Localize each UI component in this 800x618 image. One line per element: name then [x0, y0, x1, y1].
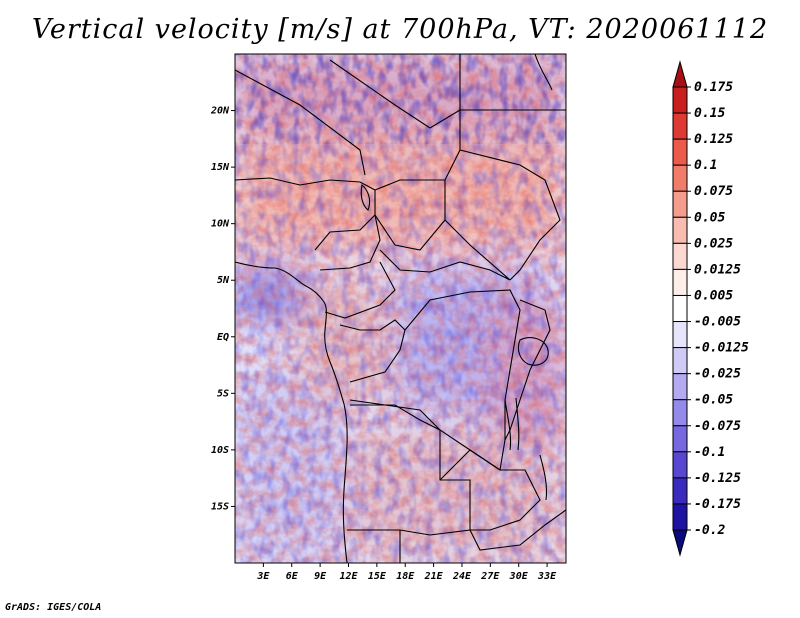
colorbar-label: 0.075	[694, 184, 733, 199]
x-tick-label: 12E	[339, 571, 358, 582]
colorbar-label: 0.0125	[694, 262, 741, 277]
colorbar-segment	[672, 242, 688, 270]
colorbar-segment	[672, 451, 688, 479]
x-axis: 3E 6E 9E 12E 15E 18E 21E 24E 27E 30E 33E	[256, 563, 557, 582]
lake-victoria	[517, 337, 549, 366]
border-south	[399, 509, 566, 563]
colorbar-top-arrow	[672, 60, 688, 88]
west-africa-coast	[235, 261, 348, 563]
colorbar-segment	[672, 399, 688, 427]
y-tick-label: 15N	[211, 162, 230, 173]
border-car	[379, 219, 511, 281]
colorbar-segment	[672, 373, 688, 401]
colorbar-segment	[672, 164, 688, 192]
border-angola	[347, 404, 471, 536]
colorbar-segment	[672, 347, 688, 375]
colorbar-label: 0.025	[694, 236, 733, 251]
colorbar-segment	[672, 268, 688, 296]
border-gabon-congo	[339, 319, 406, 383]
border-sudan-south	[459, 149, 561, 281]
colorbar-label: 0.15	[694, 106, 725, 121]
colorbar-segment	[672, 321, 688, 349]
x-tick-label: 6E	[286, 571, 299, 582]
x-tick-label: 30E	[509, 571, 529, 582]
y-tick-label: 10N	[211, 219, 230, 230]
lake-tanganyika	[504, 397, 520, 451]
colorbar-bottom-arrow	[672, 529, 688, 557]
colorbar-segment	[672, 112, 688, 140]
border-nigeria	[314, 213, 381, 271]
border-east-lakes	[504, 299, 551, 441]
x-tick-label: 21E	[424, 571, 444, 582]
colorbar-segment	[672, 477, 688, 505]
colorbar-segment	[672, 190, 688, 218]
colorbar-label: -0.2	[694, 523, 725, 538]
colorbar-label: -0.025	[694, 367, 741, 382]
lake-malawi	[539, 454, 548, 501]
y-tick-label: 5S	[217, 388, 229, 399]
colorbar-segment	[672, 216, 688, 244]
red-sea-coast	[534, 54, 553, 91]
colorbar-segment	[672, 138, 688, 166]
border-zambia	[439, 449, 541, 531]
colorbar-label: 0.1	[694, 158, 717, 173]
colorbar-label: -0.0125	[694, 341, 749, 356]
colorbar-segment	[672, 425, 688, 453]
x-tick-label: 18E	[396, 571, 415, 582]
x-tick-label: 27E	[480, 571, 500, 582]
y-tick-label: 5N	[217, 275, 230, 286]
y-tick-label: EQ	[217, 332, 229, 343]
y-tick-label: 10S	[211, 445, 229, 456]
x-tick-label: 33E	[537, 571, 557, 582]
velocity-field	[235, 54, 566, 563]
map-frame	[234, 53, 567, 564]
colorbar-label: 0.05	[694, 210, 725, 225]
y-tick-label: 15S	[211, 501, 229, 512]
grads-credit: GrADS: IGES/COLA	[5, 602, 102, 613]
colorbar-label: 0.005	[694, 288, 733, 303]
colorbar-segment	[672, 294, 688, 323]
colorbar-segment	[672, 86, 688, 114]
country-borders	[235, 54, 566, 563]
colorbar-segment	[672, 503, 688, 531]
x-tick-label: 15E	[368, 571, 387, 582]
y-tick-label: 20N	[210, 106, 230, 117]
colorbar-label: -0.005	[694, 315, 741, 330]
border-algeria-niger	[329, 59, 461, 129]
x-tick-label: 9E	[314, 571, 327, 582]
colorbar-label: 0.125	[694, 132, 733, 147]
lake-chad	[360, 183, 371, 211]
y-axis: 20N 15N 10N 5N EQ 5S 10S 15S	[210, 106, 235, 512]
x-tick-label: 3E	[256, 571, 270, 582]
colorbar-label: -0.1	[694, 445, 725, 460]
border-cameroon	[324, 261, 396, 319]
colorbar-label: 0.175	[694, 80, 733, 95]
x-tick-label: 24E	[452, 571, 472, 582]
colorbar-label: -0.175	[694, 497, 741, 512]
colorbar: 0.175 0.15 0.125 0.1 0.075 0.05 0.025 0.0125 0.0…	[672, 60, 749, 557]
border-mauritania-mali	[235, 69, 366, 176]
chart-title: Vertical velocity [m/s] at 700hPa, VT: 2…	[31, 14, 769, 45]
colorbar-label: -0.05	[694, 393, 733, 408]
colorbar-label: -0.075	[694, 419, 741, 434]
colorbar-label: -0.125	[694, 471, 741, 486]
